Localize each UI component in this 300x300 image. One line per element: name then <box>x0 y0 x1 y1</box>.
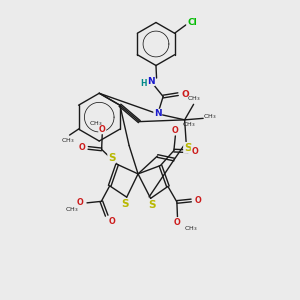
Text: O: O <box>182 90 189 99</box>
Text: S: S <box>148 200 156 210</box>
Text: H: H <box>140 79 146 88</box>
Text: O: O <box>99 124 106 134</box>
Text: O: O <box>78 143 85 152</box>
Text: O: O <box>191 147 198 156</box>
Text: CH$_3$: CH$_3$ <box>182 120 195 129</box>
Text: O: O <box>172 126 179 135</box>
Text: CH$_3$: CH$_3$ <box>61 136 75 146</box>
Text: S: S <box>122 199 129 209</box>
Text: Cl: Cl <box>187 18 197 27</box>
Text: CH$_3$: CH$_3$ <box>65 205 79 214</box>
Text: O: O <box>77 198 84 207</box>
Text: O: O <box>109 217 116 226</box>
Text: CH$_3$: CH$_3$ <box>203 112 217 121</box>
Text: S: S <box>184 142 191 153</box>
Text: N: N <box>147 76 154 85</box>
Text: S: S <box>108 153 116 163</box>
Text: CH$_3$: CH$_3$ <box>184 224 197 233</box>
Text: O: O <box>194 196 201 205</box>
Text: O: O <box>174 218 181 227</box>
Text: N: N <box>154 110 162 118</box>
Text: CH$_3$: CH$_3$ <box>89 119 102 128</box>
Text: CH$_3$: CH$_3$ <box>188 94 201 103</box>
